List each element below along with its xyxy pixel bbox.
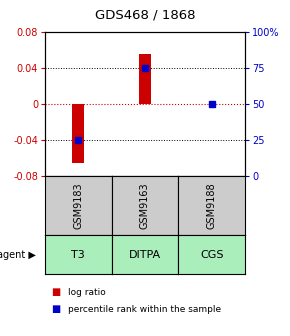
Text: GSM9183: GSM9183 bbox=[73, 182, 83, 229]
Text: ■: ■ bbox=[51, 287, 60, 297]
Text: agent ▶: agent ▶ bbox=[0, 250, 36, 259]
Text: ■: ■ bbox=[51, 304, 60, 314]
Text: CGS: CGS bbox=[200, 250, 224, 259]
Bar bbox=[72, 104, 84, 163]
Text: percentile rank within the sample: percentile rank within the sample bbox=[68, 305, 221, 313]
Text: GSM9188: GSM9188 bbox=[207, 182, 217, 229]
Text: GSM9163: GSM9163 bbox=[140, 182, 150, 229]
Text: log ratio: log ratio bbox=[68, 288, 106, 297]
Text: DITPA: DITPA bbox=[129, 250, 161, 259]
Bar bbox=[139, 54, 151, 104]
Text: T3: T3 bbox=[71, 250, 85, 259]
Text: GDS468 / 1868: GDS468 / 1868 bbox=[95, 9, 195, 22]
